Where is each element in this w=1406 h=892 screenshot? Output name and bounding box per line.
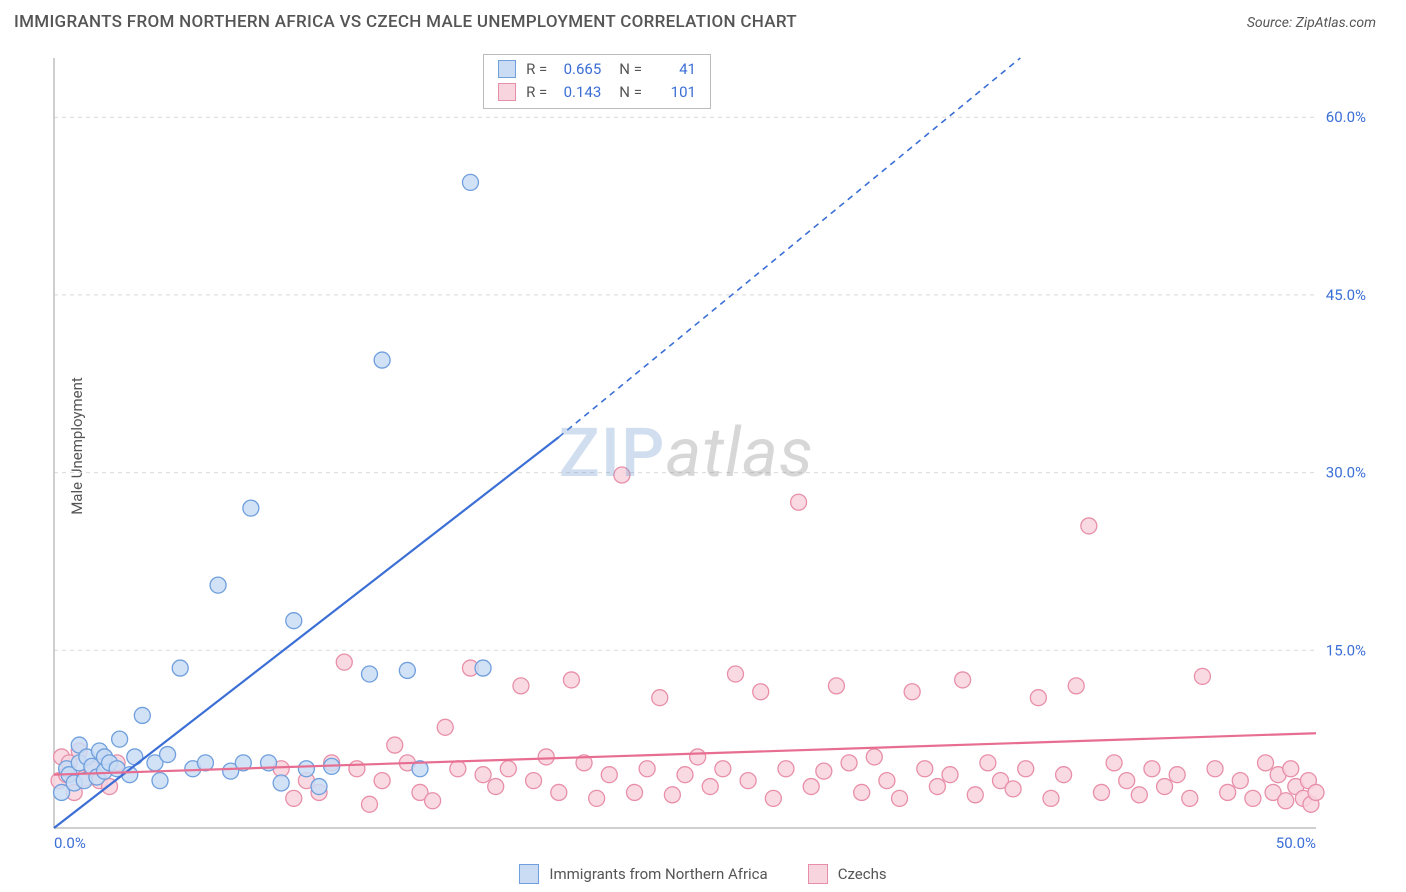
source-label: Source: ZipAtlas.com <box>1247 15 1376 31</box>
svg-text:30.0%: 30.0% <box>1326 464 1366 482</box>
svg-text:45.0%: 45.0% <box>1326 286 1366 304</box>
svg-text:15.0%: 15.0% <box>1326 641 1366 659</box>
scatter-chart-svg: 15.0% 30.0% 45.0% 60.0% 0.0% 50.0% <box>50 50 1386 852</box>
legend-item-czechs: Czechs <box>808 864 887 884</box>
svg-text:0.0%: 0.0% <box>54 834 86 852</box>
correlation-legend: R =0.665N =41R =0.143N =101 <box>483 54 711 109</box>
bottom-legend: Immigrants from Northern Africa Czechs <box>0 864 1406 884</box>
svg-text:50.0%: 50.0% <box>1276 834 1316 852</box>
legend-label-northern-africa: Immigrants from Northern Africa <box>549 865 767 883</box>
swatch-pink <box>808 864 828 884</box>
svg-text:60.0%: 60.0% <box>1326 108 1366 126</box>
legend-item-northern-africa: Immigrants from Northern Africa <box>519 864 767 884</box>
chart-title: IMMIGRANTS FROM NORTHERN AFRICA VS CZECH… <box>14 12 797 32</box>
legend-label-czechs: Czechs <box>838 865 887 883</box>
chart-area: 15.0% 30.0% 45.0% 60.0% 0.0% 50.0% <box>50 50 1386 852</box>
swatch-blue <box>519 864 539 884</box>
